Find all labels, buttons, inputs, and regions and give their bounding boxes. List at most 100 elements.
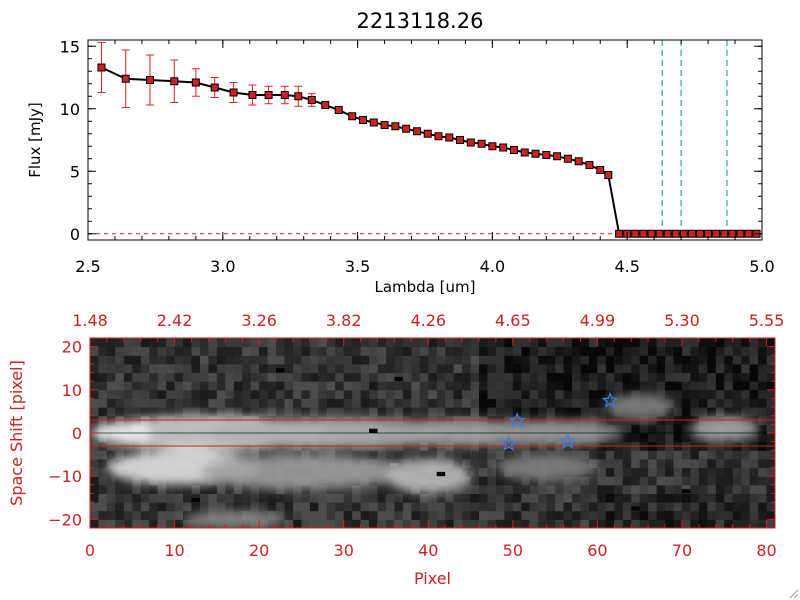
image-pixel — [208, 355, 218, 365]
spectrum-series-line — [101, 66, 757, 235]
image-pixel — [605, 372, 615, 382]
image-pixel — [732, 458, 742, 469]
image-pixel — [732, 372, 742, 382]
image-pixel — [741, 467, 751, 477]
image-pixel — [250, 389, 260, 399]
image-pixel — [521, 381, 531, 391]
image-pixel — [225, 363, 235, 374]
spectrum-x-axis-label: Lambda [um] — [375, 278, 476, 296]
image-pixel — [681, 363, 691, 374]
image-pixel — [140, 493, 150, 503]
image-pixel — [639, 493, 649, 503]
image-y-tick-label-3: 10 — [62, 381, 82, 400]
image-pixel — [715, 510, 725, 520]
image-pixel — [580, 407, 590, 417]
image-pixel — [216, 338, 226, 348]
image-pixel — [199, 398, 209, 408]
image-pixel — [724, 338, 734, 348]
image-pixel — [538, 502, 548, 512]
image-ticks: 0 10 20 30 40 50 60 70 80 1.48 2.42 3.26 3.82 4.26 4.6… — [48, 311, 784, 560]
data-point-27 — [488, 142, 497, 151]
image-pixel — [402, 493, 412, 503]
image-pixel — [326, 338, 336, 348]
image-pixel — [512, 502, 522, 512]
data-point-42 — [639, 229, 648, 238]
image-pixel — [216, 355, 226, 365]
image-pixel — [741, 389, 751, 399]
image-pixel — [588, 398, 598, 408]
y-tick-label-1: 5 — [70, 162, 80, 181]
image-pixel — [479, 338, 488, 348]
image-pixel — [419, 450, 429, 460]
image-top-tick-label-5: 4.65 — [495, 311, 531, 330]
image-pixel — [242, 493, 252, 503]
image-pixel — [665, 338, 675, 348]
image-pixel — [741, 363, 751, 374]
image-pixel — [529, 355, 539, 365]
data-point-17 — [380, 121, 389, 129]
image-pixel — [309, 346, 319, 356]
image-pixel — [512, 493, 522, 503]
image-pixel — [715, 476, 725, 486]
image-pixel — [385, 450, 395, 460]
image-pixel — [377, 510, 387, 520]
image-pixel — [597, 450, 607, 460]
image-pixel — [385, 389, 395, 399]
image-pixel — [758, 372, 768, 382]
image-pixel — [191, 484, 201, 494]
image-pixel — [157, 346, 167, 356]
image-pixel — [605, 493, 615, 503]
image-pixel — [690, 458, 700, 469]
image-pixel — [622, 381, 632, 391]
image-pixel — [191, 398, 201, 408]
image-pixel — [428, 338, 438, 348]
image-pixel — [588, 510, 598, 520]
image-pixel — [411, 372, 421, 382]
image-pixel — [538, 363, 548, 374]
image-pixel — [267, 398, 277, 408]
image-pixel — [360, 493, 370, 503]
image-pixel — [157, 389, 167, 399]
image-pixel — [166, 519, 176, 528]
image-pixel — [453, 398, 463, 408]
image-pixel — [301, 493, 311, 503]
data-point-29 — [509, 146, 518, 154]
image-pixel — [208, 398, 218, 408]
image-pixel — [242, 346, 252, 356]
image-pixel — [622, 467, 632, 477]
image-pixel — [622, 372, 632, 382]
image-pixel — [521, 484, 531, 494]
image-pixel — [766, 484, 775, 494]
image-pixel — [352, 381, 362, 391]
image-pixel — [183, 346, 192, 356]
image-pixel — [470, 519, 480, 528]
image-pixel — [233, 346, 243, 356]
image-pixel — [309, 355, 319, 365]
image-pixel — [183, 493, 192, 503]
image-pixel — [462, 519, 472, 528]
image-pixel — [504, 484, 514, 494]
image-pixel — [766, 407, 775, 417]
image-pixel — [614, 493, 624, 503]
data-point-39 — [615, 229, 624, 238]
image-pixel — [250, 363, 260, 374]
image-pixel — [369, 398, 379, 408]
image-pixel — [106, 338, 116, 348]
image-pixel — [98, 519, 108, 528]
image-pixel — [470, 458, 480, 469]
image-pixel — [673, 484, 683, 494]
image-pixel — [216, 398, 226, 408]
image-pixel — [673, 458, 683, 469]
image-pixel — [276, 484, 286, 494]
image-pixel — [766, 355, 775, 365]
image-pixel — [394, 363, 404, 374]
image-pixel — [115, 355, 125, 365]
image-pixel — [402, 372, 412, 382]
image-pixel — [690, 433, 700, 443]
chart-title: 2213118.26 — [357, 9, 484, 33]
image-pixel — [665, 493, 675, 503]
image-pixel — [369, 338, 379, 348]
image-pixel — [504, 355, 514, 365]
image-pixel — [572, 372, 581, 382]
data-point-19 — [402, 124, 411, 133]
